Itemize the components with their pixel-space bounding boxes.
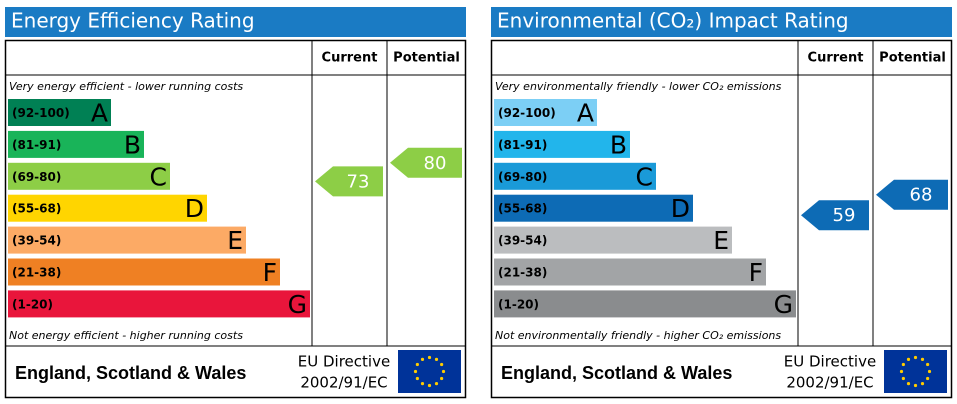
- rating-band: [494, 194, 693, 222]
- footer-region: England, Scotland & Wales: [15, 363, 246, 383]
- band-letter: C: [150, 162, 167, 191]
- eu-star: [906, 382, 911, 386]
- eu-star: [415, 376, 419, 381]
- eu-star: [913, 383, 918, 388]
- panel-frame: [4, 39, 467, 399]
- top-note: Very environmentally friendly - lower CO…: [495, 80, 782, 93]
- rating-panel: Environmental (CO₂) Impact Rating Current…: [490, 7, 953, 399]
- rating-arrow: [801, 200, 869, 231]
- eu-star: [899, 369, 904, 374]
- band-range: (55-68): [498, 202, 547, 216]
- eu-star: [927, 369, 932, 374]
- band-letter: B: [124, 130, 141, 159]
- eu-star: [926, 362, 930, 367]
- band-letter: A: [91, 99, 108, 128]
- eu-star: [413, 369, 418, 374]
- rating-band: [494, 130, 630, 158]
- eu-star: [901, 376, 905, 381]
- band-letter: D: [671, 194, 690, 223]
- band-letter: G: [774, 290, 793, 319]
- column-header: Current: [808, 51, 864, 66]
- rating-value: 73: [347, 171, 370, 192]
- bottom-note: Not energy efficient - higher running co…: [9, 329, 243, 342]
- eu-star: [434, 382, 439, 386]
- eu-star: [441, 369, 446, 374]
- band-range: (21-38): [498, 266, 547, 280]
- rating-band: [8, 194, 207, 222]
- band-range: (81-91): [12, 138, 61, 152]
- band-range: (1-20): [12, 297, 53, 311]
- rating-band: [494, 162, 656, 190]
- band-range: (21-38): [12, 266, 61, 280]
- bottom-note: Not environmentally friendly - higher CO…: [495, 329, 781, 342]
- eu-star: [420, 357, 425, 361]
- band-letter: F: [263, 258, 277, 287]
- rating-band: [8, 130, 144, 158]
- band-letter: G: [288, 290, 307, 319]
- rating-band: [494, 99, 597, 126]
- rating-band: [8, 99, 111, 126]
- band-letter: E: [713, 226, 729, 255]
- footer-directive: EU Directive: [784, 353, 876, 371]
- rating-arrow: [876, 179, 948, 210]
- band-letter: F: [749, 258, 763, 287]
- band-range: (92-100): [498, 106, 556, 120]
- column-header: Current: [322, 51, 378, 66]
- column-header: Potential: [879, 51, 946, 66]
- eu-star: [906, 357, 911, 361]
- band-range: (92-100): [12, 106, 70, 120]
- rating-band: [494, 226, 732, 254]
- band-letter: E: [227, 226, 243, 255]
- rating-value: 59: [833, 205, 856, 226]
- rating-arrow: [315, 166, 383, 197]
- band-range: (55-68): [12, 202, 61, 216]
- rating-band: [8, 290, 310, 318]
- eu-star: [434, 357, 439, 361]
- panel-title: Energy Efficiency Rating: [11, 9, 255, 33]
- band-letter: A: [577, 99, 594, 128]
- rating-arrow: [390, 147, 462, 178]
- footer-directive: EU Directive: [298, 353, 390, 371]
- eu-star: [440, 362, 444, 367]
- band-range: (69-80): [498, 170, 547, 184]
- band-range: (39-54): [498, 234, 547, 248]
- band-range: (69-80): [12, 170, 61, 184]
- eu-star: [427, 355, 432, 360]
- footer-directive: 2002/91/EC: [300, 374, 387, 392]
- rating-band: [8, 226, 246, 254]
- band-range: (39-54): [12, 234, 61, 248]
- eu-star: [920, 382, 925, 386]
- eu-star: [901, 362, 905, 367]
- title-bar: [5, 7, 466, 37]
- rating-band: [494, 290, 796, 318]
- eu-star: [427, 383, 432, 388]
- rating-band: [494, 258, 766, 286]
- panel-title: Environmental (CO₂) Impact Rating: [497, 9, 849, 33]
- rating-value: 80: [424, 153, 447, 174]
- band-range: (81-91): [498, 138, 547, 152]
- column-header: Potential: [393, 51, 460, 66]
- band-letter: C: [636, 162, 653, 191]
- title-bar: [491, 7, 952, 37]
- eu-star: [420, 382, 425, 386]
- band-range: (1-20): [498, 297, 539, 311]
- top-note: Very energy efficient - lower running co…: [9, 80, 243, 93]
- panel-frame: [490, 39, 953, 399]
- rating-band: [8, 258, 280, 286]
- eu-star: [926, 376, 930, 381]
- footer-region: England, Scotland & Wales: [501, 363, 732, 383]
- rating-band: [8, 162, 170, 190]
- rating-value: 68: [910, 185, 933, 206]
- eu-star: [913, 355, 918, 360]
- eu-star: [920, 357, 925, 361]
- footer-directive: 2002/91/EC: [786, 374, 873, 392]
- band-letter: D: [185, 194, 204, 223]
- eu-star: [440, 376, 444, 381]
- rating-panel: Energy Efficiency Rating Current Potential…: [4, 7, 467, 399]
- band-letter: B: [610, 130, 627, 159]
- eu-star: [415, 362, 419, 367]
